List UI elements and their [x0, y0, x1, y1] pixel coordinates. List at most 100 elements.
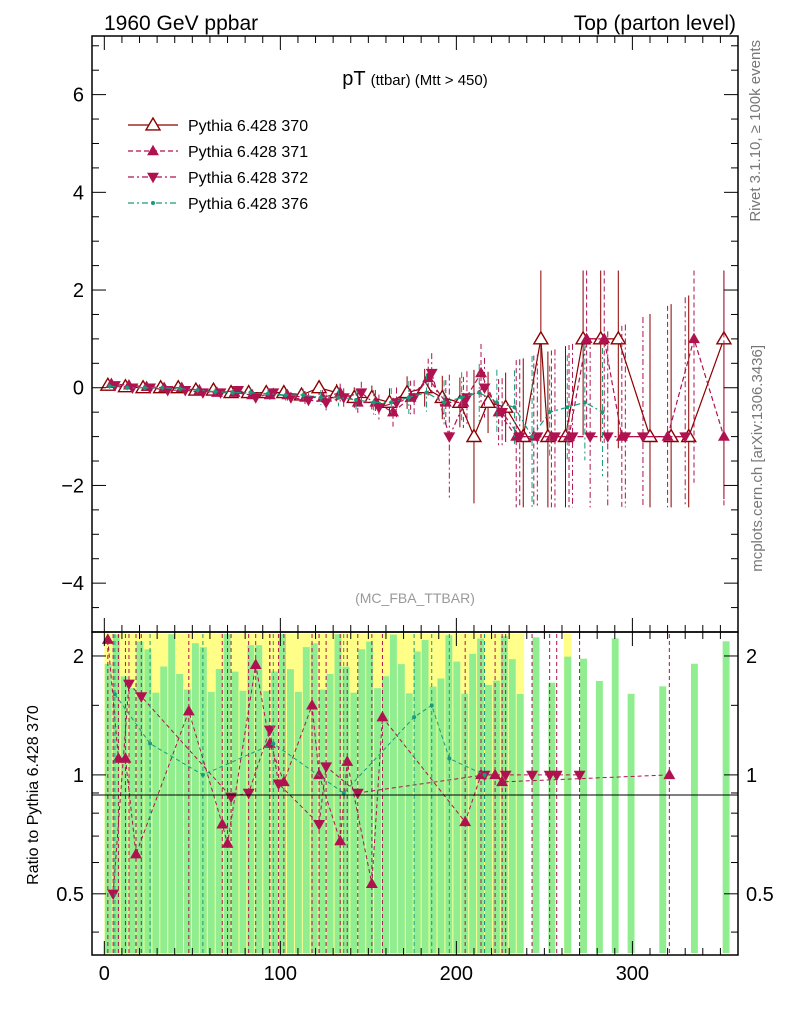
data-point: [389, 400, 394, 405]
legend-label: Pythia 6.428 372: [188, 170, 308, 187]
x-tick-label: 200: [440, 963, 473, 985]
data-point: [717, 430, 730, 441]
x-tick-label: 300: [616, 963, 649, 985]
ratio-data-point: [119, 752, 132, 763]
ratio-y-tick-label-right: 0.5: [746, 884, 774, 906]
uncertainty-band-green: [342, 666, 350, 953]
data-point: [107, 384, 112, 389]
ratio-data-point: [272, 779, 285, 790]
ratio-data-point: [376, 710, 389, 722]
ratio-data-point: [351, 788, 364, 800]
uncertainty-band-green: [445, 635, 453, 953]
data-point: [301, 393, 306, 398]
ratio-y-tick-label: 1: [73, 765, 84, 787]
mcplots-label: mcplots.cern.ch [arXiv:1306.3436]: [749, 345, 766, 572]
data-point: [424, 390, 429, 395]
ratio-data-point: [334, 834, 347, 846]
data-point: [302, 395, 315, 407]
uncertainty-band-green: [382, 676, 389, 953]
data-point: [408, 393, 421, 404]
data-point: [248, 390, 253, 395]
data-point: [580, 332, 593, 344]
uncertainty-band-green: [247, 645, 255, 953]
ratio-y-tick-label: 0.5: [56, 884, 84, 906]
ratio-data-point: [663, 768, 676, 780]
uncertainty-band-green: [722, 641, 730, 953]
uncertainty-band-green: [128, 688, 136, 953]
data-point: [636, 432, 649, 443]
uncertainty-band-green: [199, 647, 207, 953]
data-point: [126, 383, 139, 395]
uncertainty-band-green: [271, 671, 279, 953]
data-point: [661, 430, 674, 441]
ratio-data-point: [249, 658, 262, 669]
data-point: [195, 388, 200, 393]
y-tick-label: 4: [73, 182, 84, 204]
series-line-1: [111, 336, 725, 438]
uncertainty-band-green: [176, 674, 184, 953]
data-point: [144, 383, 157, 395]
uncertainty-band-green: [160, 666, 168, 953]
ratio-data-point: [482, 772, 487, 777]
data-point: [266, 391, 271, 396]
data-point: [387, 405, 399, 417]
ratio-y-tick-label-right: 2: [746, 646, 757, 668]
data-point: [465, 428, 483, 443]
ratio-data-point: [489, 768, 502, 780]
header-right: Top (parton level): [574, 12, 736, 35]
x-tick-label: 0: [99, 963, 110, 985]
data-point: [530, 434, 535, 439]
uncertainty-band-green: [429, 686, 437, 953]
data-point: [160, 385, 165, 390]
uncertainty-band-green: [326, 673, 334, 953]
data-point: [547, 410, 552, 415]
uncertainty-band-green: [136, 641, 144, 953]
data-point: [354, 397, 359, 402]
uncertainty-band-green: [112, 634, 120, 953]
data-point: [443, 432, 456, 443]
ratio-data-point: [313, 768, 326, 780]
data-point: [283, 393, 288, 398]
uncertainty-band-green: [595, 680, 603, 953]
ratio-data-point: [341, 790, 346, 795]
data-point: [425, 368, 438, 380]
data-point: [601, 432, 614, 443]
uncertainty-band-green: [358, 649, 366, 953]
ratio-data-point: [313, 820, 326, 831]
data-point: [478, 383, 491, 395]
uncertainty-band-green: [152, 692, 160, 953]
data-point: [230, 390, 235, 395]
ratio-data-point: [459, 815, 472, 827]
uncertainty-band-green: [690, 663, 698, 953]
uncertainty-band-green: [413, 651, 421, 953]
legend-label: Pythia 6.428 370: [188, 118, 308, 135]
uncertainty-band-green: [374, 688, 382, 953]
uncertainty-band-green: [191, 643, 199, 953]
data-point: [406, 395, 411, 400]
legend-item: Pythia 6.428 370: [128, 116, 308, 135]
uncertainty-band-green: [215, 669, 223, 953]
uncertainty-band-green: [207, 691, 215, 953]
ratio-data-point: [123, 679, 135, 691]
data-point: [372, 403, 385, 414]
uncertainty-band-green: [263, 690, 271, 953]
legend-label: Pythia 6.428 371: [188, 144, 308, 161]
ratio-series-2: [112, 634, 487, 953]
uncertainty-band-green: [437, 678, 445, 953]
ratio-data-point: [499, 770, 512, 782]
y-tick-label: −4: [61, 573, 84, 595]
ratio-data-point: [242, 788, 255, 800]
ratio-data-point: [447, 756, 452, 761]
uncertainty-band-green: [279, 634, 287, 953]
data-point: [442, 400, 447, 405]
uncertainty-band-green: [421, 639, 429, 953]
uncertainty-band-green: [310, 643, 318, 953]
ratio-data-point: [107, 889, 120, 901]
uncertainty-band-green: [366, 641, 374, 953]
ratio-data-point: [112, 692, 117, 697]
data-point: [355, 388, 368, 399]
legend-marker: [147, 172, 159, 184]
data-point: [460, 393, 473, 404]
uncertainty-band-green: [120, 676, 128, 953]
